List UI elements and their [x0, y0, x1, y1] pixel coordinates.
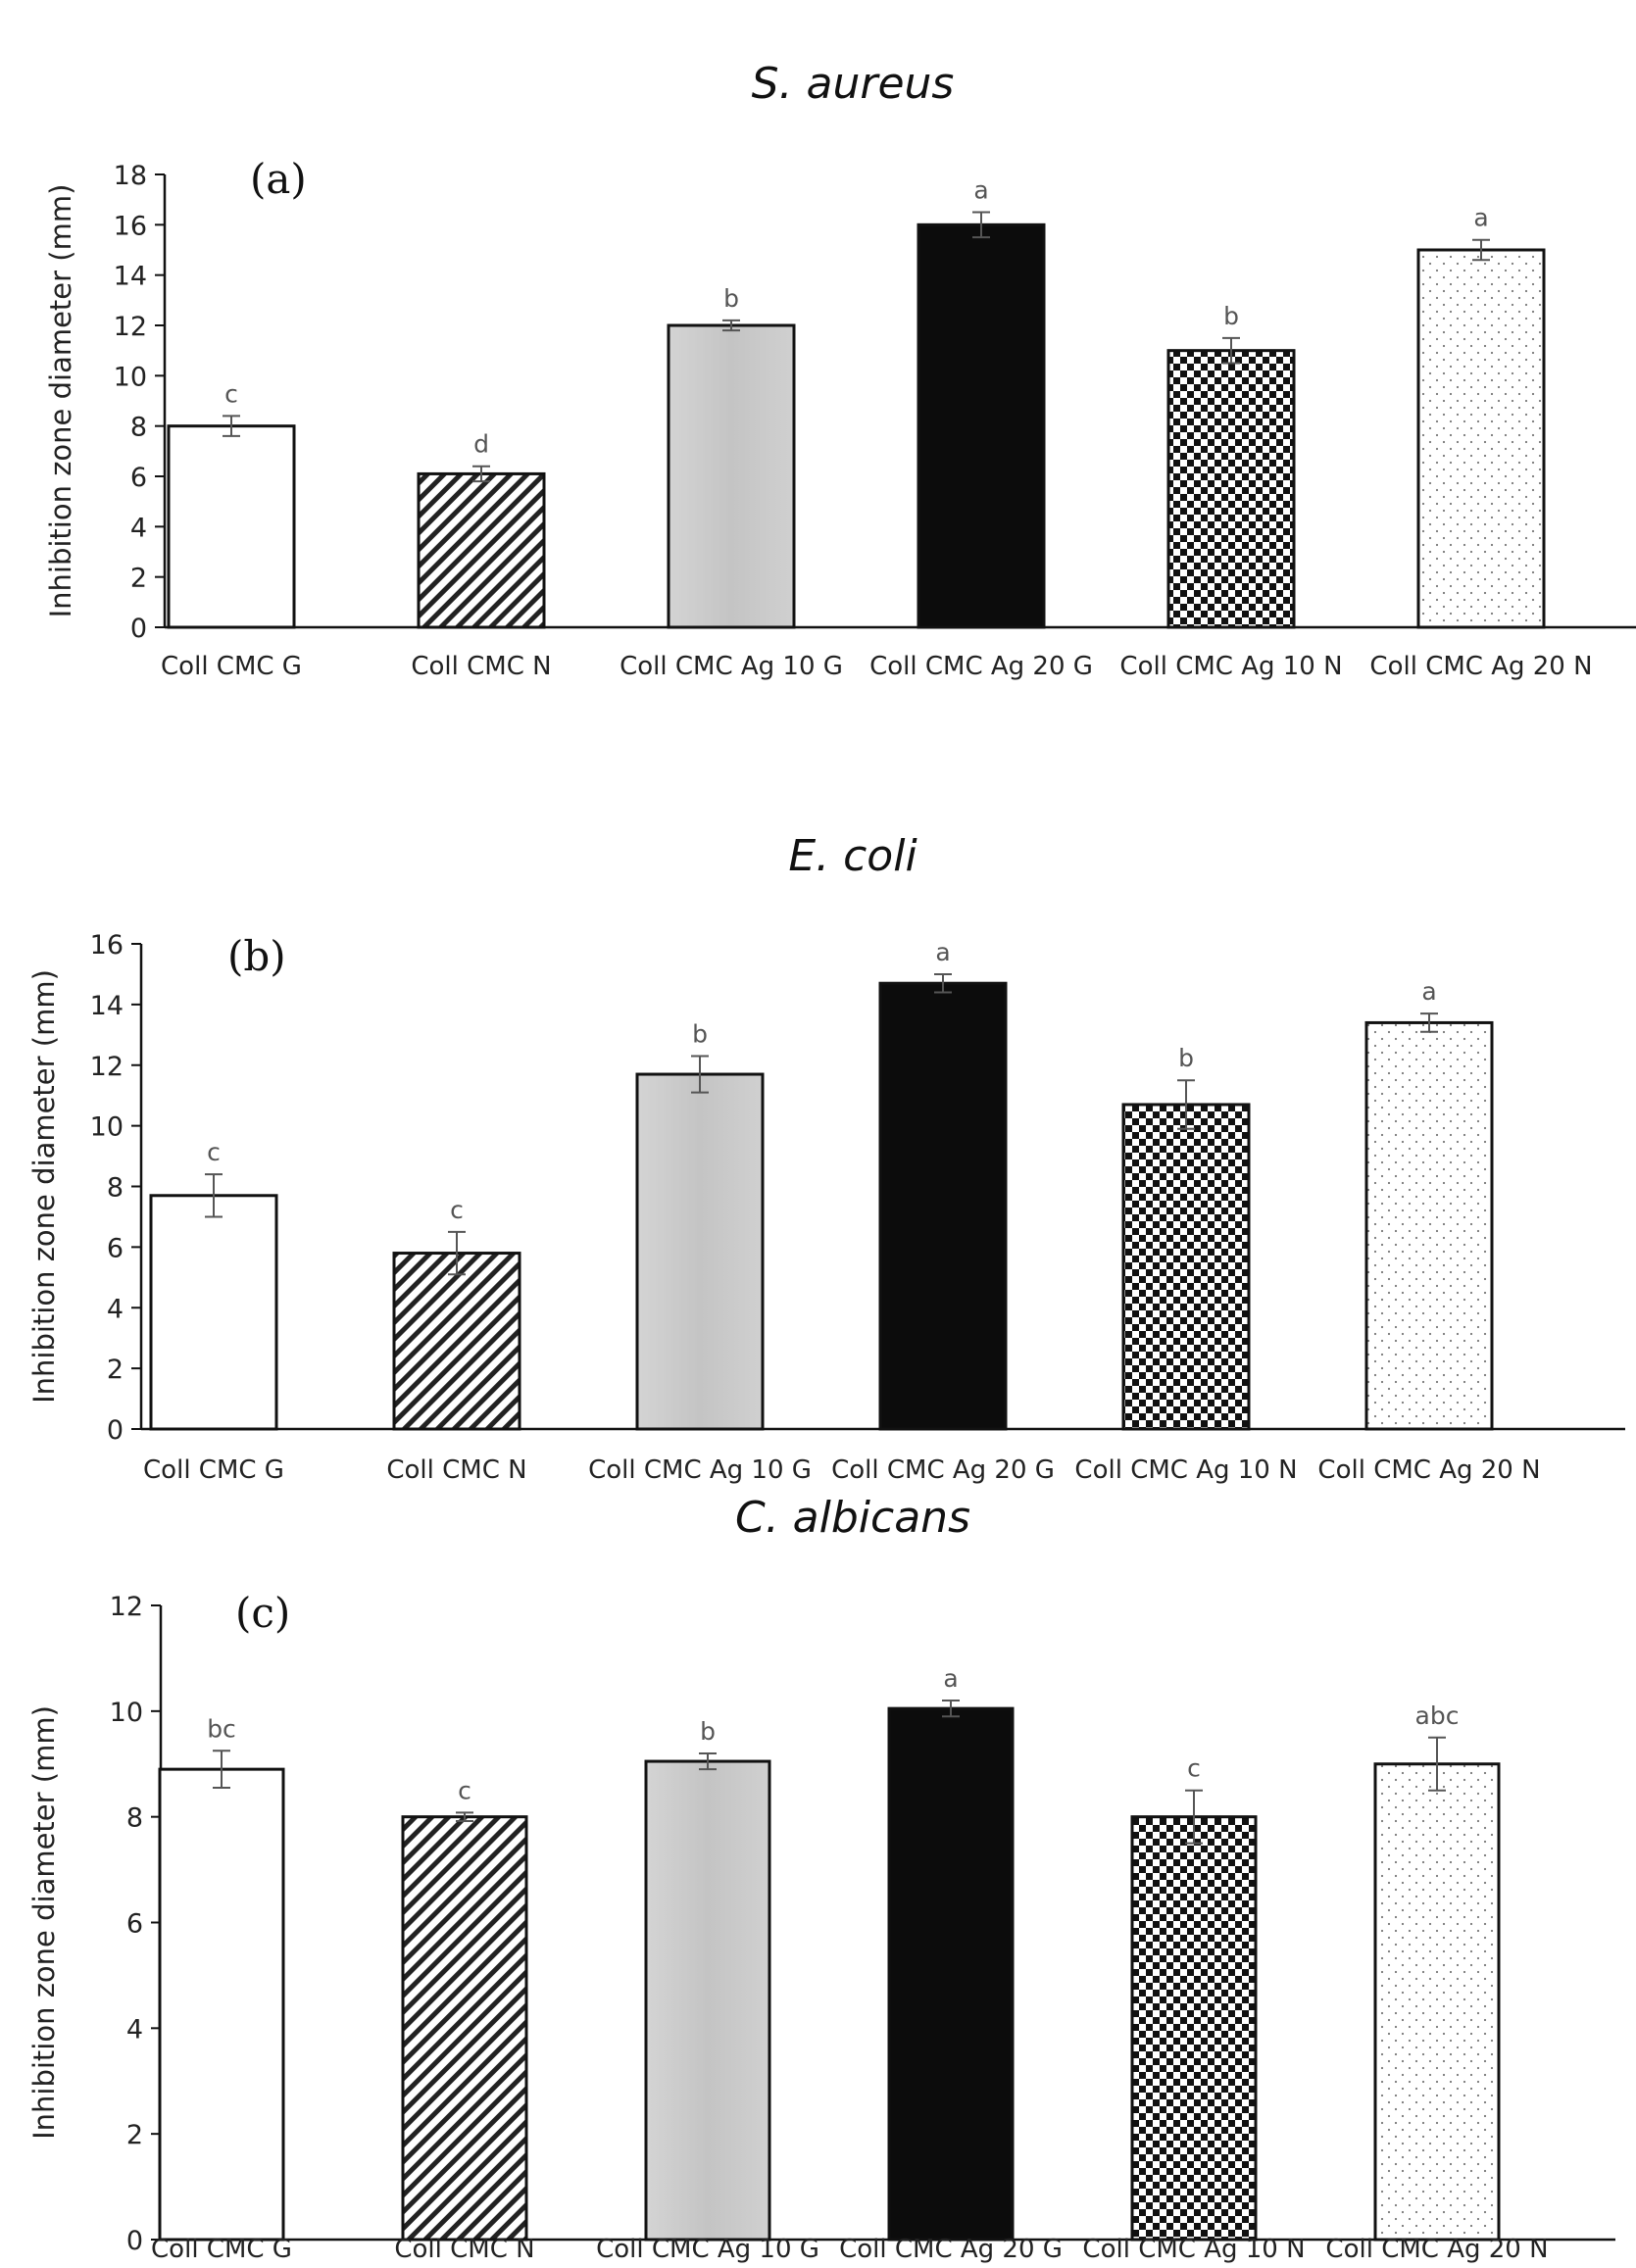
bar — [401, 1815, 528, 2242]
chart-panel-2: E. coli (b) Inhibition zone diameter (mm) 0… — [27, 831, 1625, 1485]
x-category-label: Coll CMC Ag 10 G — [596, 2235, 819, 2264]
y-axis-label: Inhibition zone diameter (mm) — [27, 969, 61, 1404]
bar — [1166, 349, 1296, 629]
chart-panel-3: C. albicans (c) Inhibition zone diameter (… — [27, 1493, 1615, 2264]
y-tick-label: 12 — [90, 1052, 124, 1082]
significance-label: c — [224, 379, 238, 408]
x-category-label: Coll CMC Ag 10 N — [1082, 2235, 1305, 2264]
significance-label: c — [458, 1776, 471, 1804]
significance-label: d — [473, 430, 489, 459]
x-category-label: Coll CMC Ag 10 G — [588, 1455, 812, 1485]
bar — [667, 323, 796, 629]
significance-label: b — [1223, 302, 1239, 330]
x-category-label: Coll CMC N — [411, 652, 551, 681]
significance-label: b — [1178, 1044, 1194, 1072]
significance-label: bc — [207, 1714, 236, 1743]
significance-label: b — [723, 284, 739, 313]
y-tick-label: 8 — [107, 1173, 124, 1204]
bar — [1130, 1815, 1258, 2242]
significance-label: a — [1473, 204, 1488, 232]
bar — [1121, 1103, 1251, 1431]
bar — [392, 1252, 521, 1431]
x-category-label: Coll CMC G — [151, 2235, 292, 2264]
y-axis-label: Inhibition zone diameter (mm) — [44, 184, 77, 618]
y-tick-label: 6 — [126, 1909, 143, 1940]
y-tick-label: 14 — [90, 991, 124, 1021]
significance-label: a — [935, 938, 950, 966]
y-tick-label: 18 — [114, 161, 147, 191]
significance-label: a — [1421, 977, 1436, 1006]
y-tick-label: 2 — [130, 564, 147, 594]
significance-label: b — [700, 1717, 716, 1746]
bar — [1364, 1020, 1494, 1431]
x-category-label: Coll CMC N — [386, 1455, 526, 1485]
y-tick-label: 12 — [114, 312, 147, 342]
bar — [1373, 1762, 1501, 2242]
y-tick-label: 10 — [114, 362, 147, 392]
y-tick-label: 6 — [107, 1233, 124, 1263]
x-category-label: Coll CMC G — [161, 652, 302, 681]
y-tick-label: 0 — [107, 1415, 124, 1446]
x-category-label: Coll CMC Ag 20 G — [869, 652, 1093, 681]
y-tick-label: 4 — [107, 1294, 124, 1324]
x-category-label: Coll CMC N — [394, 2235, 534, 2264]
bar — [158, 1767, 285, 2242]
y-tick-label: 4 — [126, 2014, 143, 2045]
y-tick-label: 0 — [130, 614, 147, 644]
x-category-label: Coll CMC Ag 20 G — [839, 2235, 1063, 2264]
x-category-label: Coll CMC Ag 20 N — [1369, 652, 1592, 681]
chart-title: C. albicans — [735, 1493, 970, 1543]
y-tick-label: 4 — [130, 513, 147, 543]
y-tick-label: 2 — [126, 2120, 143, 2150]
significance-label: b — [692, 1019, 708, 1048]
y-tick-label: 12 — [110, 1592, 143, 1622]
y-tick-label: 16 — [114, 211, 147, 241]
y-tick-label: 10 — [90, 1112, 124, 1143]
panel-label: (a) — [250, 155, 307, 203]
bar — [878, 981, 1008, 1431]
y-tick-label: 6 — [130, 463, 147, 493]
significance-label: c — [1187, 1754, 1201, 1783]
bar — [167, 424, 296, 629]
bar — [644, 1759, 771, 2242]
y-tick-label: 8 — [126, 1803, 143, 1834]
chart-title: E. coli — [788, 831, 917, 881]
y-tick-label: 14 — [114, 262, 147, 292]
significance-label: c — [207, 1138, 221, 1166]
x-category-label: Coll CMC G — [143, 1455, 284, 1485]
bar — [635, 1072, 765, 1431]
panel-label: (b) — [227, 932, 286, 980]
chart-title: S. aureus — [752, 59, 955, 109]
y-tick-label: 10 — [110, 1698, 143, 1728]
panel-label: (c) — [235, 1589, 290, 1637]
y-tick-label: 2 — [107, 1355, 124, 1385]
y-tick-label: 16 — [90, 930, 124, 961]
bar — [149, 1194, 278, 1431]
bar — [1416, 248, 1546, 629]
significance-label: a — [943, 1664, 958, 1693]
chart-panel-1: S. aureus (a) Inhibition zone diameter (mm… — [44, 59, 1636, 681]
significance-label: c — [450, 1196, 464, 1224]
chart-panels: S. aureus (a) Inhibition zone diameter (mm… — [27, 59, 1636, 2264]
y-axis-label: Inhibition zone diameter (mm) — [27, 1705, 61, 2140]
bar — [917, 222, 1046, 629]
significance-label: abc — [1415, 1701, 1460, 1730]
significance-label: a — [973, 176, 988, 205]
y-tick-label: 0 — [126, 2226, 143, 2256]
bar — [887, 1706, 1015, 2242]
x-category-label: Coll CMC Ag 20 N — [1325, 2235, 1548, 2264]
bar — [417, 471, 546, 629]
x-category-label: Coll CMC Ag 10 G — [620, 652, 843, 681]
x-category-label: Coll CMC Ag 10 N — [1074, 1455, 1297, 1485]
y-tick-label: 8 — [130, 413, 147, 443]
x-category-label: Coll CMC Ag 20 G — [831, 1455, 1055, 1485]
x-category-label: Coll CMC Ag 10 N — [1119, 652, 1342, 681]
x-category-label: Coll CMC Ag 20 N — [1317, 1455, 1540, 1485]
